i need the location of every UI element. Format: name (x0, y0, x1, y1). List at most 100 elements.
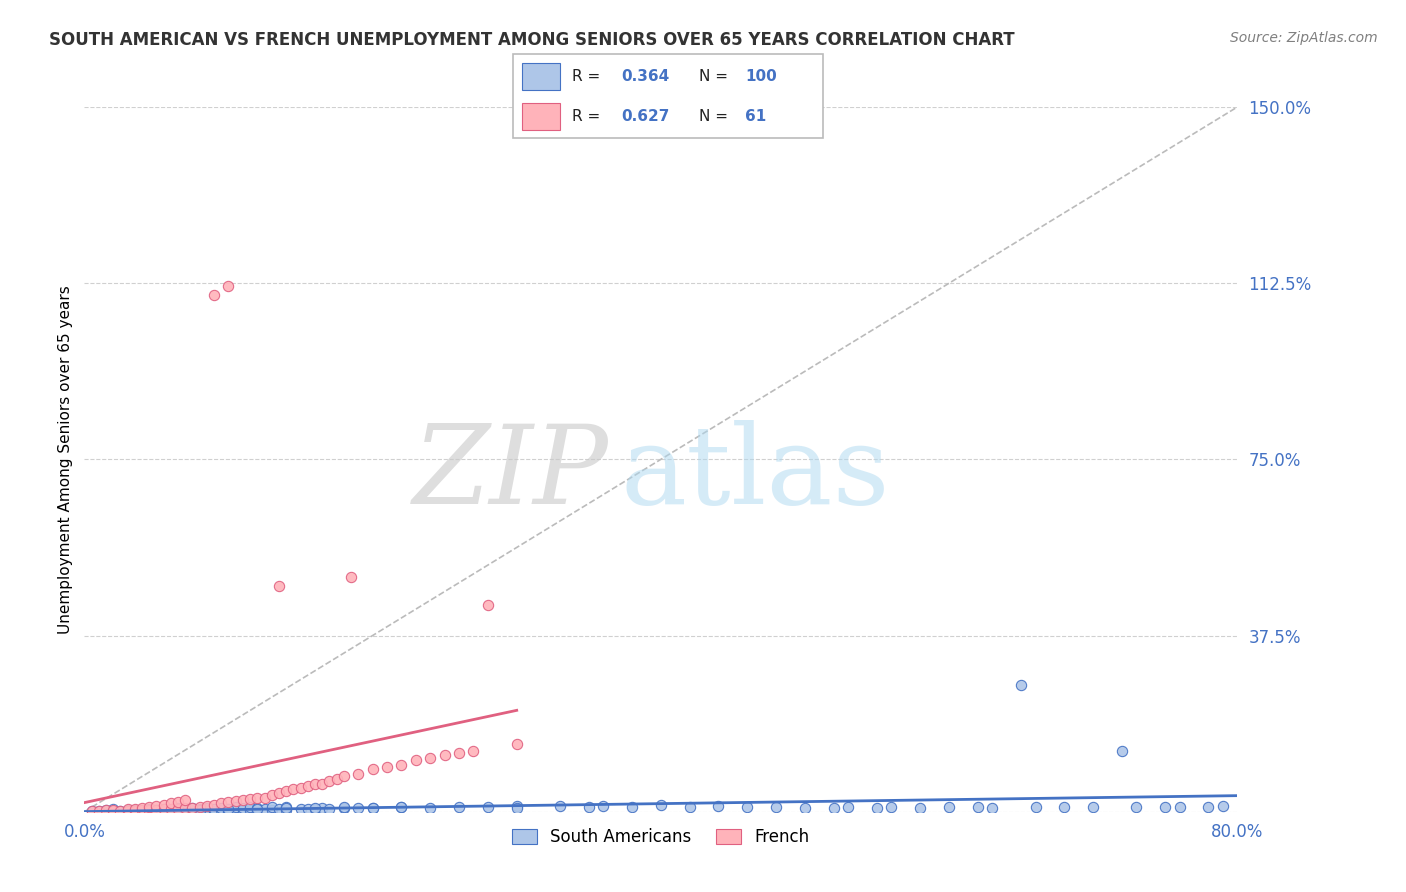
Point (1083, 799, 1105, 814)
Point (131, 804, 153, 818)
Point (152, 804, 174, 818)
Point (103, 803, 124, 817)
Point (449, 800, 471, 814)
Point (117, 802, 139, 816)
Point (304, 802, 326, 816)
Point (209, 797, 232, 811)
Point (225, 800, 247, 814)
Point (174, 804, 197, 818)
Point (297, 779, 319, 793)
Point (333, 769, 356, 784)
Point (276, 803, 298, 817)
Point (152, 802, 174, 816)
Point (707, 798, 730, 813)
Point (1154, 800, 1177, 814)
Point (246, 801, 269, 815)
FancyBboxPatch shape (513, 54, 823, 138)
Point (253, 802, 276, 816)
Point (361, 763, 384, 777)
Point (124, 802, 146, 816)
Point (218, 795, 240, 809)
Point (1111, 744, 1133, 758)
Point (131, 803, 153, 817)
Point (209, 801, 232, 815)
Point (1198, 799, 1220, 814)
Point (304, 801, 326, 815)
Point (124, 804, 146, 818)
Point (174, 793, 197, 807)
Point (477, 598, 499, 612)
Point (160, 804, 183, 818)
Point (1125, 799, 1147, 814)
Point (253, 790, 276, 805)
Point (679, 799, 702, 814)
Point (103, 804, 124, 818)
Point (967, 800, 990, 814)
Point (167, 801, 190, 815)
Point (232, 803, 254, 817)
Point (578, 800, 600, 814)
Point (174, 801, 197, 815)
Point (218, 802, 240, 816)
Point (131, 803, 153, 817)
Point (361, 801, 384, 815)
Point (160, 797, 183, 811)
Point (87, 804, 110, 818)
Point (218, 802, 240, 816)
Point (167, 803, 190, 817)
Point (311, 801, 333, 815)
Point (145, 803, 167, 817)
Text: 61: 61 (745, 109, 766, 124)
Point (737, 800, 759, 814)
Point (340, 570, 363, 584)
Point (837, 800, 859, 814)
Point (188, 800, 211, 814)
Point (290, 802, 312, 816)
Point (1010, 678, 1032, 692)
Point (167, 802, 190, 816)
Point (160, 802, 183, 816)
Point (548, 798, 571, 813)
Point (477, 799, 499, 814)
Point (80, 804, 103, 818)
Point (145, 803, 167, 817)
Point (290, 781, 312, 796)
Point (297, 802, 319, 816)
Point (160, 803, 183, 817)
Point (117, 803, 139, 817)
Legend: South Americans, French: South Americans, French (505, 822, 817, 853)
Point (506, 737, 529, 751)
Point (419, 750, 441, 764)
Point (209, 803, 232, 817)
Point (267, 579, 290, 593)
Text: Source: ZipAtlas.com: Source: ZipAtlas.com (1230, 31, 1378, 45)
Point (152, 802, 174, 816)
Point (124, 804, 146, 818)
Point (650, 798, 672, 813)
Point (145, 799, 167, 814)
Point (592, 799, 614, 814)
Text: ZIP: ZIP (413, 420, 609, 527)
Point (246, 802, 269, 816)
Point (276, 800, 298, 814)
Text: N =: N = (699, 69, 733, 84)
Point (361, 801, 384, 815)
Text: R =: R = (572, 109, 605, 124)
Point (347, 767, 370, 781)
Text: 0.627: 0.627 (621, 109, 669, 124)
Point (167, 795, 190, 809)
Point (391, 800, 413, 814)
Point (325, 772, 347, 786)
Point (152, 797, 174, 812)
Point (260, 800, 283, 814)
Point (138, 800, 160, 814)
Point (188, 803, 211, 817)
Point (823, 801, 845, 815)
Point (304, 776, 326, 790)
Point (318, 774, 340, 789)
Point (124, 803, 146, 817)
Point (333, 800, 356, 814)
Point (260, 789, 283, 803)
Point (87, 804, 110, 818)
Text: R =: R = (572, 69, 605, 84)
